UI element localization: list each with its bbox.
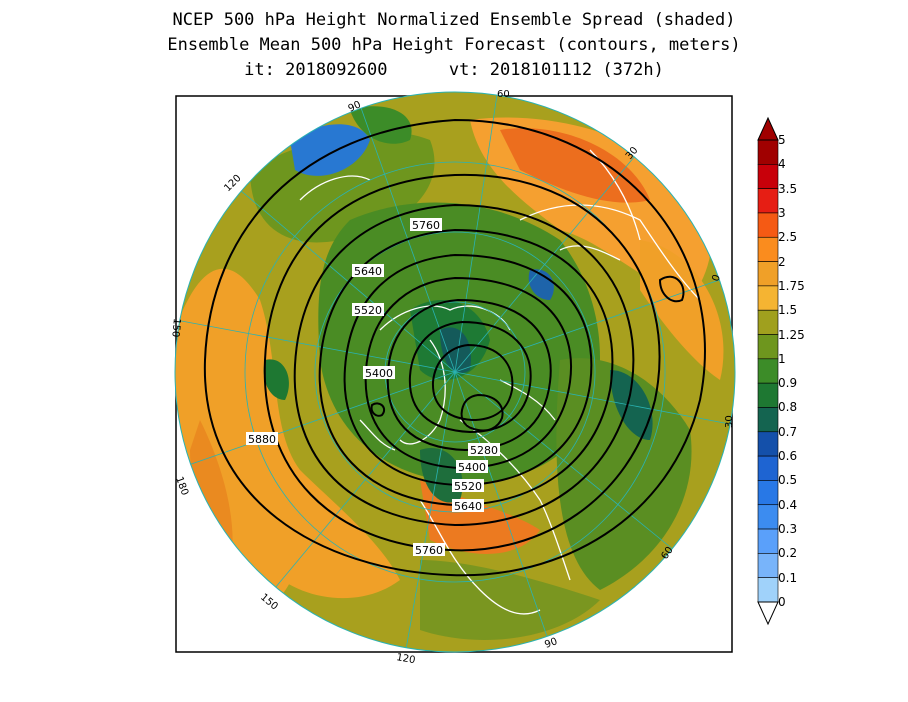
meridian-label: 120	[395, 652, 416, 666]
meridian-label: 90	[347, 99, 363, 114]
meridian-label: 90	[543, 636, 559, 651]
colorbar-label: 2	[778, 254, 786, 269]
contour-label: 5520	[454, 480, 482, 493]
chart-titles: NCEP 500 hPa Height Normalized Ensemble …	[0, 8, 908, 83]
meridian-label: 150	[169, 318, 182, 338]
contour-5880	[203, 118, 706, 577]
colorbar-cell	[757, 382, 779, 408]
contour-label: 5400	[458, 461, 486, 474]
colorbar-cell	[757, 358, 779, 384]
colorbar-cell	[757, 212, 779, 238]
meridian-label-group: 60 30 0 30 60 90 120 150 180 150 120 90	[169, 89, 735, 666]
contour-label: 5640	[454, 500, 482, 513]
colorbar-cell	[757, 164, 779, 189]
colorbar-label: 0.8	[778, 400, 798, 415]
colorbar-cell	[757, 334, 779, 360]
contour-label-group: 5760 5640 5520 5400 5880 5280 5400 5520 …	[246, 218, 500, 557]
spread-region-dark-green	[263, 359, 289, 400]
map-boundary	[174, 91, 736, 653]
colorbar-label: 5	[778, 133, 786, 147]
colorbar-cell	[757, 139, 779, 165]
colorbar-cell	[757, 309, 779, 335]
colorbar-label: 1	[778, 351, 786, 366]
colorbar-label: 0.2	[778, 546, 798, 561]
title-line-2: Ensemble Mean 500 hPa Height Forecast (c…	[167, 35, 741, 55]
colorbar-label: 1.75	[778, 278, 805, 293]
colorbar-label: 0.1	[778, 570, 798, 585]
contour-closed-low	[370, 402, 386, 417]
colorbar-label: 0.3	[778, 522, 798, 537]
colorbar-label: 0	[778, 595, 786, 609]
contour-label: 5520	[354, 304, 382, 317]
contour-5400	[408, 320, 532, 434]
colorbar-top-arrow	[757, 116, 779, 141]
colorbar-cell	[757, 285, 779, 311]
title-line-3: it: 2018092600 vt: 2018101112 (372h)	[244, 60, 664, 80]
colorbar-cell	[757, 407, 779, 433]
colorbar-bottom-arrow	[757, 601, 779, 626]
contour-5280	[460, 393, 504, 432]
spread-region-green	[556, 358, 692, 590]
spread-region-dark-green	[420, 448, 463, 503]
colorbar-label: 4	[778, 157, 786, 172]
contour-5460	[386, 298, 552, 452]
colorbar-label: 3.5	[778, 181, 798, 196]
spread-region-red-orange	[500, 128, 650, 203]
contour-label: 5280	[470, 444, 498, 457]
colorbar-cell	[757, 188, 779, 214]
colorbar-label: 1.5	[778, 303, 798, 318]
contour-label: 5640	[354, 265, 382, 278]
colorbar-label: 3	[778, 205, 786, 220]
spread-region-orange	[270, 470, 400, 599]
colorbar-cell	[757, 553, 779, 578]
contour-5760	[263, 173, 661, 552]
contour-label: 5760	[415, 544, 443, 557]
meridian-label: 30	[724, 415, 735, 428]
contour-5340	[431, 343, 514, 422]
contour-label: 5400	[365, 367, 393, 380]
colorbar-label: 0.7	[778, 424, 798, 439]
colorbar-cell	[757, 261, 779, 287]
colorbar-cell	[757, 431, 779, 457]
meridian-label: 0	[710, 273, 723, 283]
colorbar-cell	[757, 480, 779, 506]
contour-5700	[293, 203, 635, 527]
meridian-label: 60	[497, 89, 510, 100]
contour-closed-high	[658, 275, 685, 303]
colorbar-label: 0.9	[778, 376, 798, 391]
colorbar-label: 0.5	[778, 473, 798, 488]
colorbar-label: 0.4	[778, 497, 798, 512]
spread-region-green	[350, 106, 412, 144]
contour-label: 5880	[248, 433, 276, 446]
colorbar-cell	[757, 455, 779, 481]
spread-region-orange	[640, 240, 724, 380]
spread-region-blue	[290, 124, 370, 176]
colorbar-cell	[757, 528, 779, 554]
graticule	[175, 94, 735, 652]
colorbar-cells	[757, 139, 779, 603]
colorbar-label: 1.25	[778, 327, 805, 342]
spread-region-green	[420, 560, 600, 640]
colorbar-cell	[757, 504, 779, 530]
contour-label: 5760	[412, 219, 440, 232]
colorbar-cell	[757, 577, 779, 603]
colorbar-label: 0.6	[778, 449, 798, 464]
colorbar-label: 2.5	[778, 230, 798, 245]
title-line-1: NCEP 500 hPa Height Normalized Ensemble …	[172, 10, 736, 30]
spread-region-blue	[528, 269, 554, 300]
colorbar-cell	[757, 236, 779, 262]
